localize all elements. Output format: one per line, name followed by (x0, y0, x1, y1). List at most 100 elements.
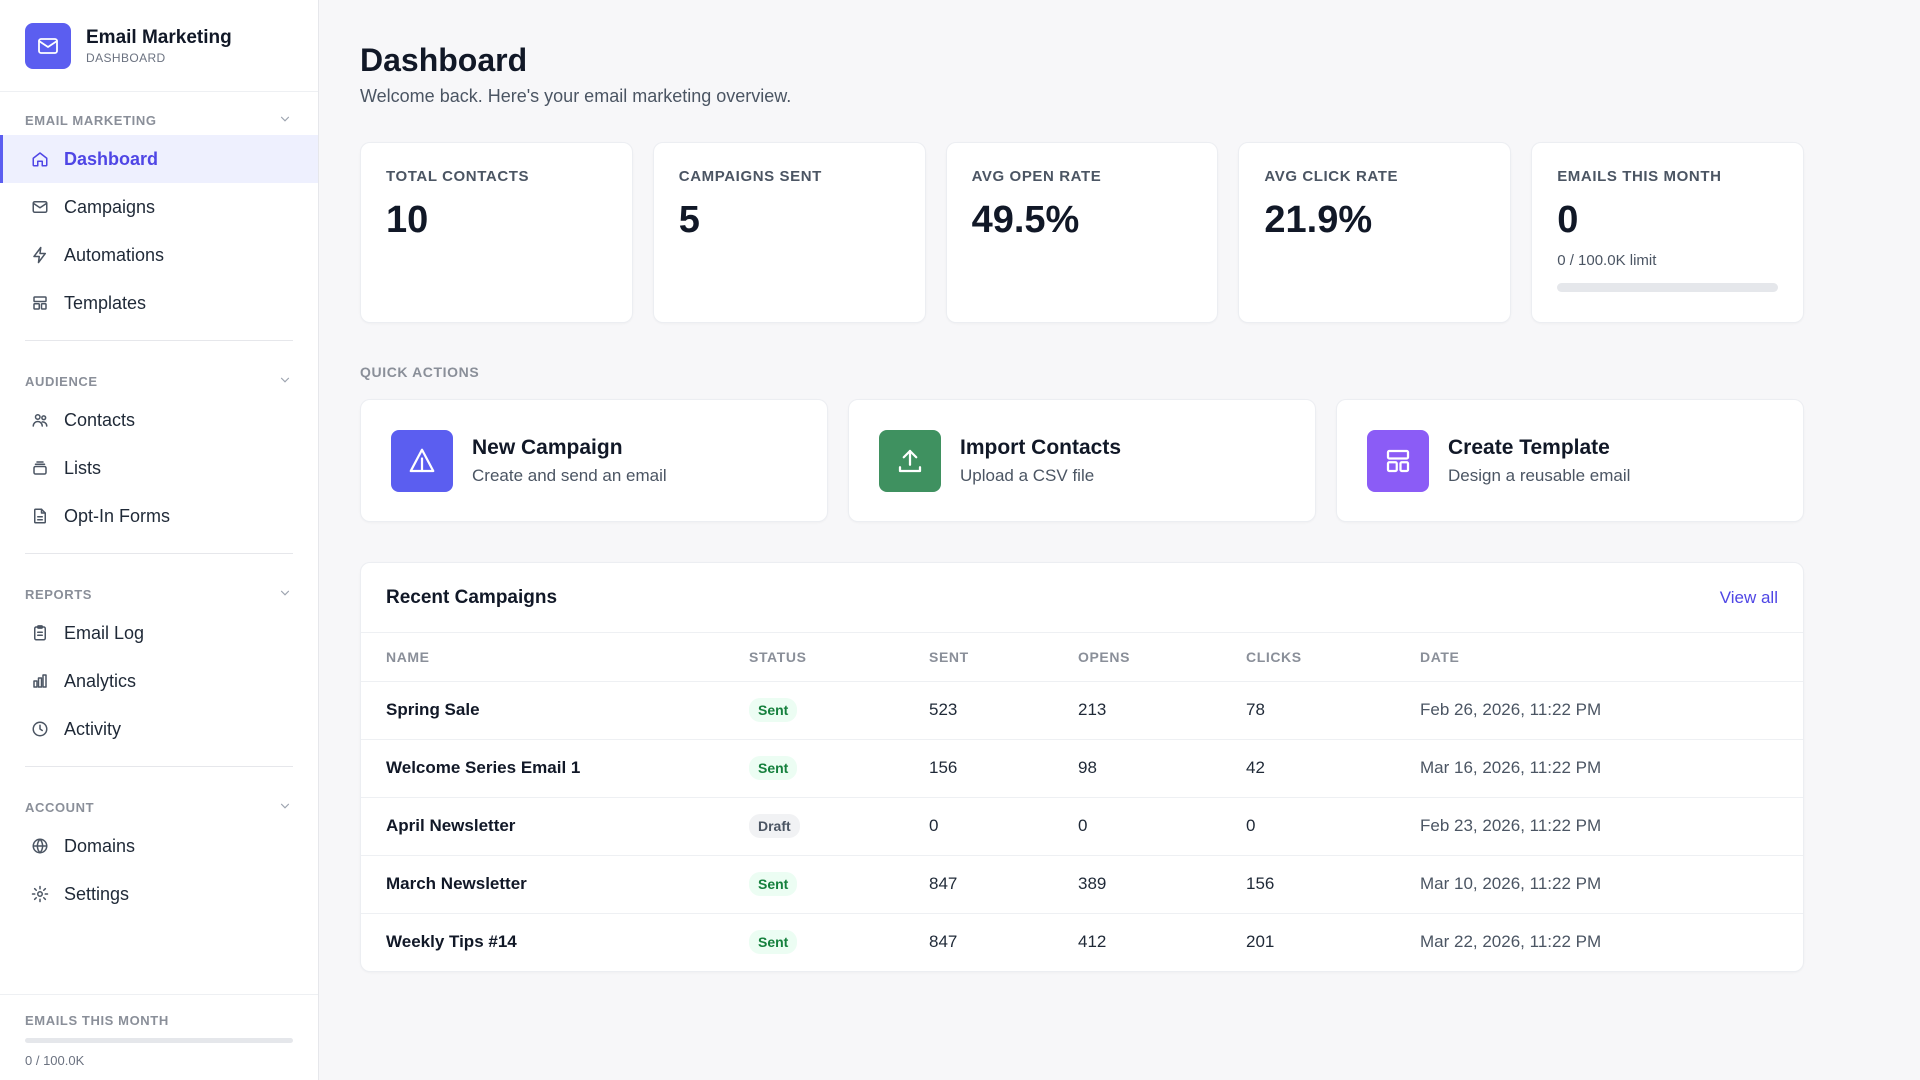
recent-campaigns-card: Recent Campaigns View all NAME STATUS SE… (360, 562, 1804, 972)
mail-icon (31, 198, 49, 216)
campaign-name[interactable]: Weekly Tips #14 (386, 932, 517, 952)
sidebar-item-email-log[interactable]: Email Log (0, 609, 318, 657)
opens-count: 98 (1078, 739, 1246, 798)
column-header-clicks[interactable]: CLICKS (1246, 633, 1420, 682)
status-badge: Draft (749, 814, 800, 838)
new-campaign-button[interactable]: New Campaign Create and send an email (360, 399, 828, 522)
quick-action-title: Create Template (1448, 435, 1610, 459)
sidebar-item-label: Domains (64, 835, 136, 856)
brand[interactable]: Email Marketing DASHBOARD (0, 0, 318, 92)
chevron-down-icon[interactable] (278, 586, 292, 603)
sidebar-usage: EMAILS THIS MONTH 0 / 100.0K (0, 994, 318, 1080)
stat-card-emails-this-month: EMAILS THIS MONTH 0 0 / 100.0K limit (1531, 142, 1804, 323)
sent-count: 523 (929, 681, 1078, 740)
clicks-count: 201 (1246, 932, 1275, 952)
column-header-status[interactable]: STATUS (749, 633, 929, 682)
lightning-icon (31, 246, 49, 264)
table-row[interactable]: Spring Sale Sent 523 213 78 Feb 26, 2026… (361, 681, 1803, 740)
stat-limit-note: 0 / 100.0K limit (1557, 252, 1657, 269)
quick-action-title: New Campaign (472, 435, 623, 459)
column-header-sent[interactable]: SENT (929, 633, 1078, 682)
column-header-date[interactable]: DATE (1420, 633, 1803, 682)
sidebar-item-opt-in-forms[interactable]: Opt-In Forms (0, 492, 318, 540)
section-account[interactable]: ACCOUNT (0, 792, 318, 822)
stat-value: 49.5% (971, 199, 1080, 241)
opens-count: 389 (1078, 855, 1246, 914)
campaign-name[interactable]: Spring Sale (361, 681, 749, 740)
sidebar-item-label: Templates (64, 292, 147, 313)
section-reports[interactable]: REPORTS (0, 579, 318, 609)
sidebar-item-analytics[interactable]: Analytics (0, 657, 318, 705)
chevron-down-icon[interactable] (278, 373, 292, 390)
sent-count: 847 (929, 932, 958, 952)
layout-icon (31, 294, 49, 312)
sidebar-item-activity[interactable]: Activity (0, 705, 318, 753)
globe-icon (31, 837, 49, 855)
quick-action-description: Create and send an email (472, 465, 667, 485)
table-header-row: NAME STATUS SENT OPENS CLICKS DATE (361, 633, 1803, 682)
users-icon (31, 411, 49, 429)
page-subtitle: Welcome back. Here's your email marketin… (360, 86, 792, 106)
sidebar-item-label: Analytics (64, 670, 137, 691)
campaign-name[interactable]: Welcome Series Email 1 (361, 739, 749, 798)
sent-count: 0 (929, 797, 1078, 856)
table-row[interactable]: Weekly Tips #14 Sent 847 412 201 Mar 22,… (361, 913, 1803, 971)
sidebar-item-settings[interactable]: Settings (0, 870, 318, 918)
sidebar-item-campaigns[interactable]: Campaigns (0, 183, 318, 231)
sidebar-item-label: Automations (64, 244, 165, 265)
sidebar-item-automations[interactable]: Automations (0, 231, 318, 279)
create-template-button[interactable]: Create Template Design a reusable email (1336, 399, 1804, 522)
mail-logo-icon (25, 22, 71, 69)
clicks-count: 0 (1246, 797, 1420, 856)
column-header-opens[interactable]: OPENS (1078, 633, 1246, 682)
divider (25, 553, 293, 554)
table-row[interactable]: March Newsletter Sent 847 389 156 Mar 10… (361, 855, 1803, 914)
upload-icon (879, 429, 941, 492)
sidebar-item-label: Contacts (64, 409, 136, 430)
status-badge: Sent (749, 872, 798, 896)
section-email-marketing[interactable]: EMAIL MARKETING (0, 105, 318, 135)
sidebar-item-label: Activity (64, 718, 122, 739)
table-row[interactable]: Welcome Series Email 1 Sent 156 98 42 Ma… (361, 739, 1803, 798)
clicks-count: 78 (1246, 681, 1420, 740)
section-audience[interactable]: AUDIENCE (0, 366, 318, 396)
stat-card-total-contacts: TOTAL CONTACTS 10 (360, 142, 633, 323)
quick-action-title: Import Contacts (960, 435, 1122, 459)
quick-actions-title: QUICK ACTIONS (360, 364, 480, 380)
sidebar-item-label: Settings (64, 883, 130, 904)
view-all-link[interactable]: View all (1719, 587, 1778, 607)
chevron-down-icon[interactable] (278, 112, 292, 129)
status-badge: Sent (749, 930, 798, 955)
clock-icon (31, 720, 49, 738)
opens-count: 412 (1078, 932, 1107, 952)
campaign-date: Mar 16, 2026, 11:22 PM (1420, 739, 1803, 798)
sent-count: 156 (929, 739, 1078, 798)
usage-label: EMAILS THIS MONTH (25, 1013, 169, 1028)
campaign-date: Feb 26, 2026, 11:22 PM (1420, 681, 1803, 740)
sidebar-item-label: Dashboard (64, 148, 159, 169)
stat-value: 21.9% (1264, 199, 1373, 241)
sidebar-item-lists[interactable]: Lists (0, 444, 318, 492)
usage-value: 0 / 100.0K (25, 1053, 85, 1068)
sidebar-item-templates[interactable]: Templates (0, 279, 318, 327)
sent-count: 847 (929, 855, 1078, 914)
section-title: REPORTS (25, 586, 93, 602)
campaign-date: Mar 22, 2026, 11:22 PM (1420, 932, 1602, 952)
sidebar-item-dashboard[interactable]: Dashboard (0, 135, 318, 183)
send-icon (391, 429, 453, 492)
stat-value: 10 (386, 199, 429, 241)
gear-icon (31, 885, 49, 903)
table-row[interactable]: April Newsletter Draft 0 0 0 Feb 23, 202… (361, 797, 1803, 856)
campaign-name[interactable]: March Newsletter (361, 855, 749, 914)
page-title: Dashboard (360, 42, 528, 78)
column-header-name[interactable]: NAME (361, 633, 749, 682)
stat-label: TOTAL CONTACTS (386, 168, 530, 185)
sidebar: Email Marketing DASHBOARD EMAIL MARKETIN… (0, 0, 319, 1080)
sidebar-item-domains[interactable]: Domains (0, 822, 318, 870)
import-contacts-button[interactable]: Import Contacts Upload a CSV file (848, 399, 1316, 522)
quick-action-description: Upload a CSV file (960, 465, 1095, 485)
campaign-name[interactable]: April Newsletter (361, 797, 749, 856)
section-title: ACCOUNT (25, 799, 95, 815)
chevron-down-icon[interactable] (278, 799, 292, 816)
sidebar-item-contacts[interactable]: Contacts (0, 396, 318, 444)
